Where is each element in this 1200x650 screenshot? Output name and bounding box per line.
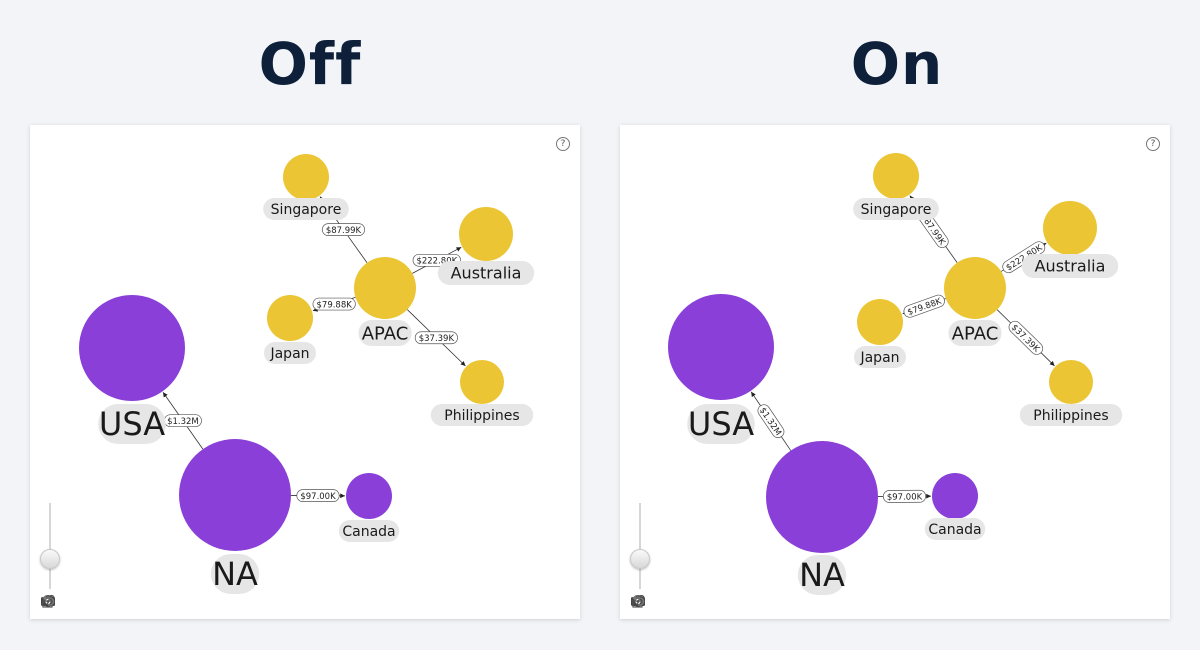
node-label-bg	[358, 320, 412, 346]
network-graph-off[interactable]: $87.99K $222.80K $79.88K $37.39K $1.32M $97.0…	[30, 125, 580, 619]
edge-value-label: $87.99K	[321, 223, 366, 236]
undo-icon[interactable]	[40, 593, 56, 609]
svg-text:$1.32M: $1.32M	[167, 417, 199, 427]
edge-value-label: $79.88K	[312, 297, 356, 311]
node-japan[interactable]	[857, 299, 903, 345]
node-label-bg	[98, 404, 166, 444]
node-label-australia: Australia	[1035, 257, 1106, 276]
network-graph-on[interactable]: $87.99K$222.80K$79.88K$37.39K$1.32M$97.0…	[620, 125, 1170, 619]
node-usa[interactable]	[79, 295, 185, 401]
node-label-bg	[264, 342, 316, 364]
svg-text:$79.88K: $79.88K	[316, 300, 352, 310]
svg-text:$97.00K: $97.00K	[300, 492, 336, 502]
undo-icon[interactable]	[630, 593, 646, 609]
node-label-apac: APAC	[952, 323, 999, 344]
node-label-bg	[853, 198, 939, 220]
zoom-slider-thumb[interactable]	[630, 549, 650, 569]
node-usa[interactable]	[668, 294, 774, 400]
node-label-japan: Japan	[269, 346, 309, 362]
node-apac[interactable]	[944, 257, 1006, 319]
title-on: On	[850, 30, 944, 98]
node-label-bg	[797, 555, 847, 595]
node-australia[interactable]	[1043, 201, 1097, 255]
zoom-slider-track[interactable]	[639, 503, 641, 589]
node-label-na: NA	[799, 556, 845, 594]
node-na[interactable]	[179, 439, 291, 551]
svg-text:$97.00K: $97.00K	[887, 492, 923, 502]
node-label-bg	[924, 518, 986, 540]
node-label-bg	[854, 346, 906, 368]
edge-value-label: $1.32M	[757, 404, 785, 438]
node-label-apac: APAC	[362, 323, 409, 344]
node-philippines[interactable]	[1049, 360, 1093, 404]
edge-value-label: $1.32M	[163, 414, 202, 428]
node-label-bg	[1021, 254, 1119, 278]
node-label-canada: Canada	[928, 522, 981, 538]
node-canada[interactable]	[346, 473, 392, 519]
node-australia[interactable]	[459, 207, 513, 261]
node-apac[interactable]	[354, 257, 416, 319]
edge-value-label: $37.39K	[414, 331, 458, 345]
edge-value-label: $79.88K	[903, 294, 945, 318]
node-philippines[interactable]	[460, 360, 504, 404]
node-label-bg	[430, 404, 534, 426]
svg-text:$222.80K: $222.80K	[416, 256, 457, 266]
graph-panel-on: $87.99K $222.80K $79.88K $37.39K $1.32M $97.0…	[620, 125, 1170, 619]
node-label-usa: USA	[99, 405, 165, 443]
zoom-slider-track[interactable]	[49, 503, 51, 589]
svg-text:$87.99K: $87.99K	[326, 226, 362, 236]
node-label-bg	[1019, 404, 1123, 426]
node-label-bg	[948, 320, 1002, 346]
node-label-australia: Australia	[451, 264, 522, 283]
node-label-na: NA	[212, 555, 258, 593]
node-label-canada: Canada	[342, 524, 395, 540]
node-label-singapore: Singapore	[861, 202, 932, 218]
edge-value-label: $97.00K	[882, 489, 927, 503]
help-icon[interactable]: ?	[1146, 137, 1160, 151]
edge-value-label: $97.00K	[296, 489, 340, 502]
node-label-bg	[263, 198, 349, 220]
node-label-philippines: Philippines	[1033, 408, 1108, 424]
title-off: Off	[258, 30, 362, 98]
svg-text:$37.39K: $37.39K	[419, 334, 455, 344]
node-label-bg	[437, 261, 535, 285]
node-label-bg	[687, 404, 755, 444]
graph-panel-off: $87.99K $222.80K $79.88K $37.39K $1.32M $97.0…	[30, 125, 580, 619]
node-singapore[interactable]	[873, 153, 919, 199]
node-label-philippines: Philippines	[444, 408, 519, 424]
node-label-usa: USA	[688, 405, 754, 443]
node-japan[interactable]	[267, 295, 313, 341]
svg-text:$37.39K: $37.39K	[1009, 323, 1042, 355]
node-singapore[interactable]	[283, 154, 329, 200]
edge-value-label: $37.39K	[1008, 320, 1044, 355]
node-label-bg	[338, 520, 400, 542]
help-icon[interactable]: ?	[556, 137, 570, 151]
node-na[interactable]	[766, 441, 878, 553]
node-canada[interactable]	[932, 473, 978, 519]
node-label-singapore: Singapore	[271, 202, 342, 218]
zoom-slider-thumb[interactable]	[40, 549, 60, 569]
node-label-bg	[210, 554, 260, 594]
node-label-japan: Japan	[859, 350, 899, 366]
